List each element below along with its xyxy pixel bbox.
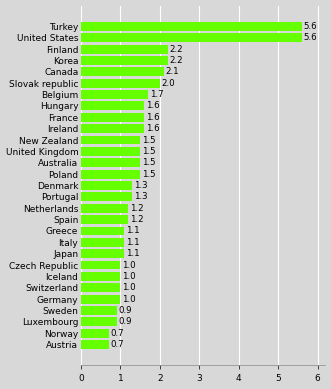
Bar bbox=[81, 113, 144, 122]
Text: 5.6: 5.6 bbox=[304, 33, 317, 42]
Text: 1.2: 1.2 bbox=[130, 215, 144, 224]
Text: 2.2: 2.2 bbox=[169, 56, 183, 65]
Bar bbox=[81, 226, 124, 235]
Text: 1.3: 1.3 bbox=[134, 192, 148, 202]
Text: 0.9: 0.9 bbox=[118, 306, 132, 315]
Text: 2.2: 2.2 bbox=[169, 45, 183, 54]
Text: 1.5: 1.5 bbox=[142, 135, 155, 145]
Text: 1.6: 1.6 bbox=[146, 124, 159, 133]
Bar bbox=[81, 102, 144, 110]
Bar bbox=[81, 340, 109, 349]
Text: 1.6: 1.6 bbox=[146, 102, 159, 110]
Bar bbox=[81, 147, 140, 156]
Text: 0.9: 0.9 bbox=[118, 317, 132, 326]
Text: 1.1: 1.1 bbox=[126, 226, 140, 235]
Bar bbox=[81, 45, 168, 54]
Bar bbox=[81, 67, 164, 76]
Bar bbox=[81, 249, 124, 258]
Text: 1.3: 1.3 bbox=[134, 181, 148, 190]
Text: 1.5: 1.5 bbox=[142, 170, 155, 179]
Bar bbox=[81, 79, 160, 88]
Text: 1.7: 1.7 bbox=[150, 90, 163, 99]
Text: 0.7: 0.7 bbox=[110, 340, 124, 349]
Bar bbox=[81, 22, 302, 31]
Text: 1.5: 1.5 bbox=[142, 158, 155, 167]
Bar bbox=[81, 33, 302, 42]
Bar bbox=[81, 193, 132, 201]
Bar bbox=[81, 295, 120, 303]
Bar bbox=[81, 170, 140, 179]
Text: 2.1: 2.1 bbox=[166, 67, 179, 76]
Bar bbox=[81, 204, 128, 213]
Text: 1.0: 1.0 bbox=[122, 272, 136, 281]
Text: 1.1: 1.1 bbox=[126, 238, 140, 247]
Bar bbox=[81, 283, 120, 292]
Text: 2.0: 2.0 bbox=[162, 79, 175, 88]
Bar bbox=[81, 261, 120, 270]
Bar bbox=[81, 272, 120, 281]
Text: 1.0: 1.0 bbox=[122, 261, 136, 270]
Text: 1.2: 1.2 bbox=[130, 204, 144, 213]
Bar bbox=[81, 181, 132, 190]
Text: 1.0: 1.0 bbox=[122, 294, 136, 304]
Text: 1.5: 1.5 bbox=[142, 147, 155, 156]
Text: 0.7: 0.7 bbox=[110, 329, 124, 338]
Bar bbox=[81, 136, 140, 144]
Text: 1.0: 1.0 bbox=[122, 283, 136, 292]
Text: 1.1: 1.1 bbox=[126, 249, 140, 258]
Bar bbox=[81, 329, 109, 338]
Text: 1.6: 1.6 bbox=[146, 113, 159, 122]
Text: 5.6: 5.6 bbox=[304, 22, 317, 31]
Bar bbox=[81, 306, 117, 315]
Bar bbox=[81, 215, 128, 224]
Bar bbox=[81, 238, 124, 247]
Bar bbox=[81, 90, 148, 99]
Bar bbox=[81, 124, 144, 133]
Bar bbox=[81, 317, 117, 326]
Bar bbox=[81, 56, 168, 65]
Bar bbox=[81, 158, 140, 167]
